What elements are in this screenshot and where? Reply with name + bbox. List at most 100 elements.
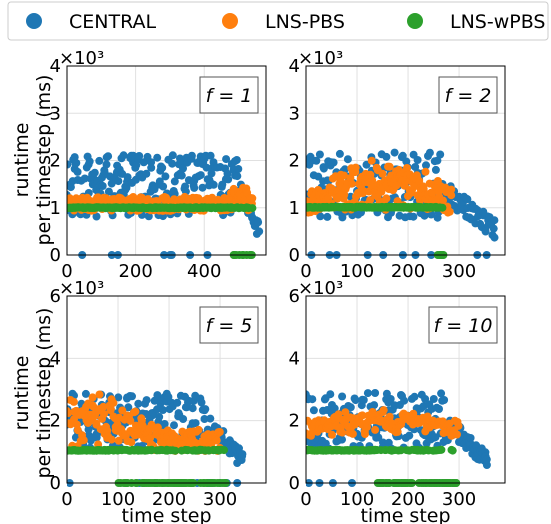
axis-scale-text: ×10³: [298, 278, 343, 299]
point: [198, 183, 207, 192]
x-axis-label: time step: [121, 505, 211, 524]
point: [436, 150, 445, 159]
legend-label-lns-wpbs: LNS-wPBS: [450, 11, 545, 33]
point: [168, 151, 177, 160]
point: [164, 393, 173, 401]
point: [104, 187, 113, 196]
x-tick-label: 0: [300, 261, 311, 282]
point: [233, 172, 242, 181]
point: [403, 164, 411, 172]
point: [109, 398, 118, 407]
point: [341, 408, 350, 417]
plot-frame: [305, 65, 506, 256]
y-tick-label: 4: [50, 56, 61, 77]
point: [385, 412, 394, 421]
point: [445, 207, 454, 216]
point: [338, 435, 346, 444]
annotation-label: f = 2: [445, 85, 492, 107]
point: [330, 404, 339, 413]
y-tick-label: 4: [289, 348, 300, 369]
point: [338, 392, 347, 401]
y-tick-label: 0: [50, 473, 61, 494]
scatter-marks: [67, 389, 247, 487]
point: [168, 159, 177, 168]
x-tick-label: 0: [61, 261, 72, 282]
point: [95, 156, 104, 165]
series-lns-wpbs: [67, 203, 257, 259]
point: [429, 395, 438, 403]
point: [396, 446, 405, 455]
scatter-marks: [306, 389, 491, 487]
point: [338, 428, 347, 437]
point: [393, 427, 402, 436]
point: [95, 390, 104, 399]
point: [420, 211, 429, 220]
x-tick-label: 300: [442, 489, 476, 510]
point: [348, 429, 357, 438]
point: [161, 172, 170, 181]
point: [81, 389, 90, 398]
x-tick-label: 300: [203, 489, 237, 510]
y-tick-label: 6: [289, 286, 300, 307]
point: [347, 179, 356, 188]
x-tick-label: 100: [101, 489, 135, 510]
point: [319, 163, 328, 172]
point: [124, 403, 133, 412]
panel-4: 0 100 200 300 0 2 4 6×10³ f = 10 time step: [289, 278, 506, 524]
point: [433, 156, 442, 165]
point: [173, 398, 182, 407]
point: [224, 175, 233, 184]
annotation-box: [199, 76, 259, 114]
point: [312, 156, 321, 165]
annotation-box: [428, 306, 498, 344]
point: [188, 404, 197, 413]
point: [351, 163, 360, 172]
series-lns-wpbs: [67, 445, 230, 487]
point: [160, 420, 169, 428]
legend-label-central: CENTRAL: [69, 11, 157, 33]
point: [153, 405, 162, 414]
point: [335, 149, 344, 158]
point: [421, 167, 430, 176]
point: [438, 203, 447, 212]
point: [88, 393, 97, 402]
point: [371, 425, 380, 434]
point: [435, 405, 443, 413]
point: [142, 169, 151, 178]
axis-scale-text: ×10³: [59, 278, 104, 299]
plot-frame: [66, 65, 267, 256]
point: [339, 171, 348, 180]
point: [102, 160, 111, 169]
panel-2: 0 100 200 300 0 1 2 3 4×10³ f = 2: [289, 48, 506, 282]
point: [158, 163, 167, 172]
y-tick-label: 0: [289, 473, 300, 494]
point: [367, 156, 376, 165]
annotation-label: f = 10: [434, 315, 493, 337]
y-tick-label: 2: [50, 151, 61, 172]
plot-frame: [305, 295, 506, 484]
point: [147, 420, 156, 429]
point: [79, 436, 88, 445]
x-tick-label: 200: [391, 261, 425, 282]
point: [122, 183, 131, 192]
point: [170, 421, 178, 430]
x-tick-label: 300: [442, 261, 476, 282]
point: [171, 446, 180, 455]
point: [385, 162, 394, 171]
point: [159, 182, 168, 191]
point: [220, 446, 228, 455]
y-tick-label: 2: [289, 151, 300, 172]
point: [106, 405, 115, 414]
point: [447, 191, 456, 200]
point: [382, 152, 391, 161]
point: [114, 393, 123, 402]
point: [187, 151, 196, 160]
legend-marker-lns-wpbs: [407, 13, 423, 29]
annotation-label: f = 1: [206, 85, 253, 107]
point: [410, 392, 419, 401]
point: [238, 450, 247, 459]
point: [142, 396, 151, 405]
point: [437, 389, 446, 398]
